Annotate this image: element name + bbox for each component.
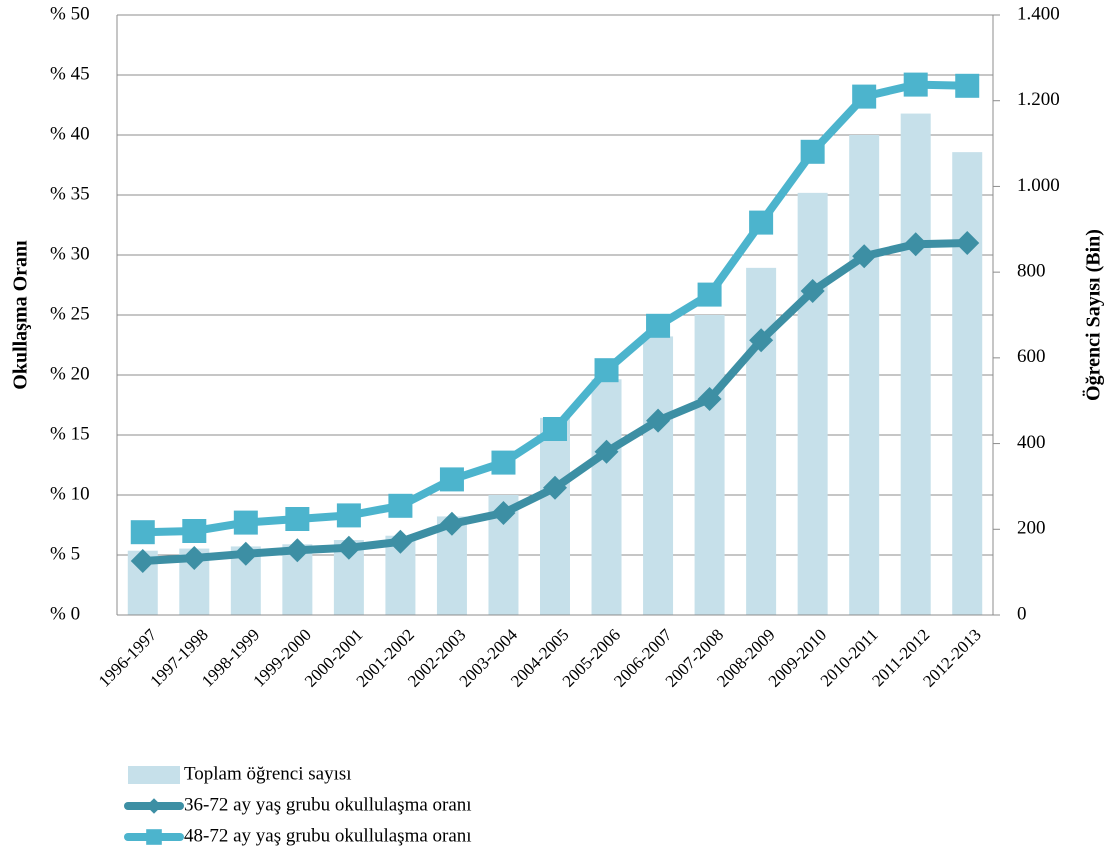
marker	[543, 475, 567, 500]
y-tick-label: % 20	[50, 363, 90, 384]
marker	[697, 387, 722, 411]
marker	[800, 279, 825, 303]
marker	[594, 358, 619, 383]
y2-tick-label: 0	[1017, 603, 1027, 624]
marker	[130, 549, 155, 573]
y2-tick-label: 1.400	[1017, 3, 1060, 24]
y-tick-label: % 40	[50, 123, 90, 144]
bar	[849, 135, 880, 615]
y-tick-label: % 10	[50, 483, 90, 504]
bar	[952, 152, 983, 615]
marker	[336, 535, 361, 560]
marker	[336, 503, 361, 528]
marker	[646, 408, 671, 433]
marker	[439, 467, 464, 492]
bar	[694, 315, 725, 615]
marker	[646, 313, 671, 338]
marker	[182, 519, 207, 543]
y2-tick-label: 200	[1017, 518, 1046, 539]
marker	[491, 501, 516, 525]
bar	[746, 267, 777, 615]
y-tick-label: % 25	[50, 303, 90, 324]
marker	[130, 520, 155, 545]
marker	[388, 529, 413, 554]
y-tick-label: % 45	[50, 63, 90, 84]
marker	[543, 417, 567, 441]
marker	[491, 450, 516, 475]
legend-label: 48-72 ay yaş grubu okullulaşma oranı	[184, 825, 472, 846]
bar	[540, 417, 570, 615]
y-tick-label: % 50	[50, 3, 90, 24]
marker	[697, 282, 722, 307]
legend-swatch	[128, 766, 180, 784]
marker	[594, 439, 619, 464]
marker	[285, 507, 310, 531]
marker	[388, 493, 413, 518]
marker	[233, 510, 258, 535]
y2-axis-title: Öğrenci Sayısı (Bin)	[1082, 229, 1105, 401]
y-tick-label: % 30	[50, 243, 90, 264]
bar	[797, 192, 828, 615]
y-tick-label: % 5	[50, 543, 80, 564]
bar	[643, 336, 674, 615]
y2-tick-label: 1.000	[1017, 175, 1060, 196]
marker	[146, 829, 162, 845]
y2-tick-label: 600	[1017, 346, 1046, 367]
marker	[233, 541, 258, 566]
y2-tick-label: 800	[1017, 261, 1046, 282]
marker	[800, 139, 825, 164]
marker	[439, 511, 464, 536]
y-tick-label: % 0	[50, 603, 80, 624]
y-axis-title: Okullaşma Oranı	[10, 240, 32, 390]
marker	[852, 244, 877, 269]
marker	[749, 328, 774, 353]
bar	[900, 113, 931, 616]
marker	[955, 73, 980, 98]
marker	[903, 72, 928, 97]
legend-label: 36-72 ay yaş grubu okullulaşma oranı	[184, 794, 472, 815]
marker	[182, 546, 207, 570]
marker	[903, 232, 928, 257]
marker	[852, 84, 877, 109]
marker	[285, 538, 310, 563]
bar	[591, 379, 622, 615]
marker	[749, 210, 774, 235]
legend-label: Toplam öğrenci sayısı	[184, 763, 352, 784]
y-tick-label: % 35	[50, 183, 90, 204]
y2-tick-label: 400	[1017, 432, 1046, 453]
y2-tick-label: 1.200	[1017, 89, 1060, 110]
marker	[955, 231, 980, 255]
y-tick-label: % 15	[50, 423, 90, 444]
marker	[146, 798, 162, 814]
